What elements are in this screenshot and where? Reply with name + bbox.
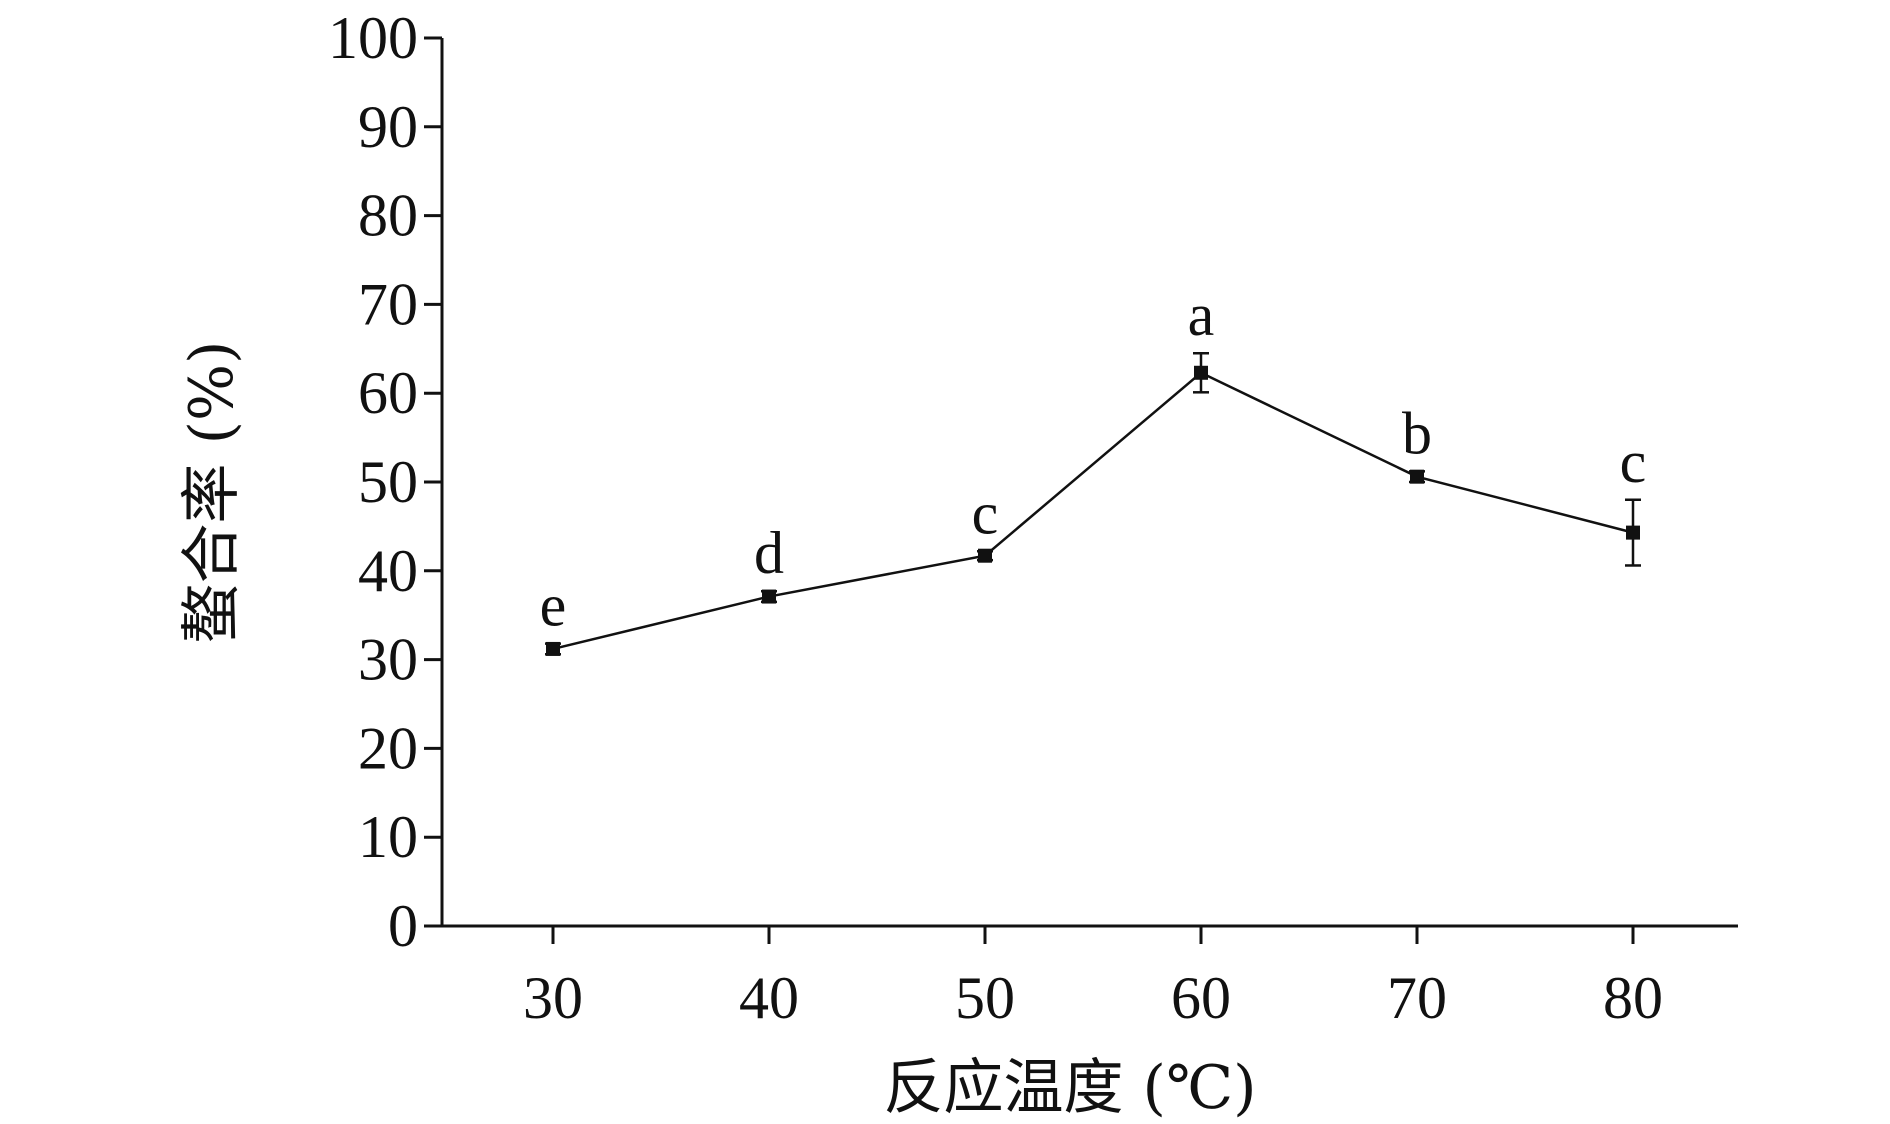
significance-label: b [1402, 400, 1432, 466]
y-tick-label: 100 [328, 5, 418, 71]
y-tick-label: 90 [358, 94, 418, 160]
y-tick-label: 80 [358, 183, 418, 249]
y-axis-title: 螯合率 (%) [177, 341, 247, 644]
axis-ticks: 0 10 20 30 40 50 60 70 80 90 100 30 40 50 60 70 80 [328, 5, 1663, 1031]
x-tick-label: 70 [1387, 965, 1447, 1031]
y-tick-label: 50 [358, 449, 418, 515]
data-point [546, 641, 560, 656]
significance-label: a [1188, 282, 1215, 348]
series-line [552, 371, 1634, 651]
x-tick-label: 60 [1171, 965, 1231, 1031]
x-tick-label: 50 [955, 965, 1015, 1031]
significance-label: c [1620, 429, 1647, 495]
data-point [762, 589, 776, 604]
data-point [1626, 525, 1640, 540]
significance-label: d [754, 520, 784, 586]
x-tick-label: 40 [739, 965, 799, 1031]
y-tick-label: 40 [358, 538, 418, 604]
y-tick-label: 30 [358, 627, 418, 693]
y-tick-label: 70 [358, 271, 418, 337]
x-tick-label: 80 [1603, 965, 1663, 1031]
axes [440, 38, 1738, 928]
data-point [978, 548, 992, 563]
x-tick-label: 30 [523, 965, 583, 1031]
y-tick-label: 60 [358, 360, 418, 426]
y-tick-label: 10 [358, 804, 418, 870]
x-axis-title: 反应温度 (℃) [883, 1053, 1256, 1123]
significance-label: e [540, 573, 567, 639]
data-point [1410, 469, 1424, 484]
significance-label: c [972, 480, 999, 546]
y-tick-label: 0 [388, 893, 418, 959]
y-tick-label: 20 [358, 715, 418, 781]
data-series: e d c a b c [540, 282, 1647, 656]
data-point [1194, 365, 1208, 380]
